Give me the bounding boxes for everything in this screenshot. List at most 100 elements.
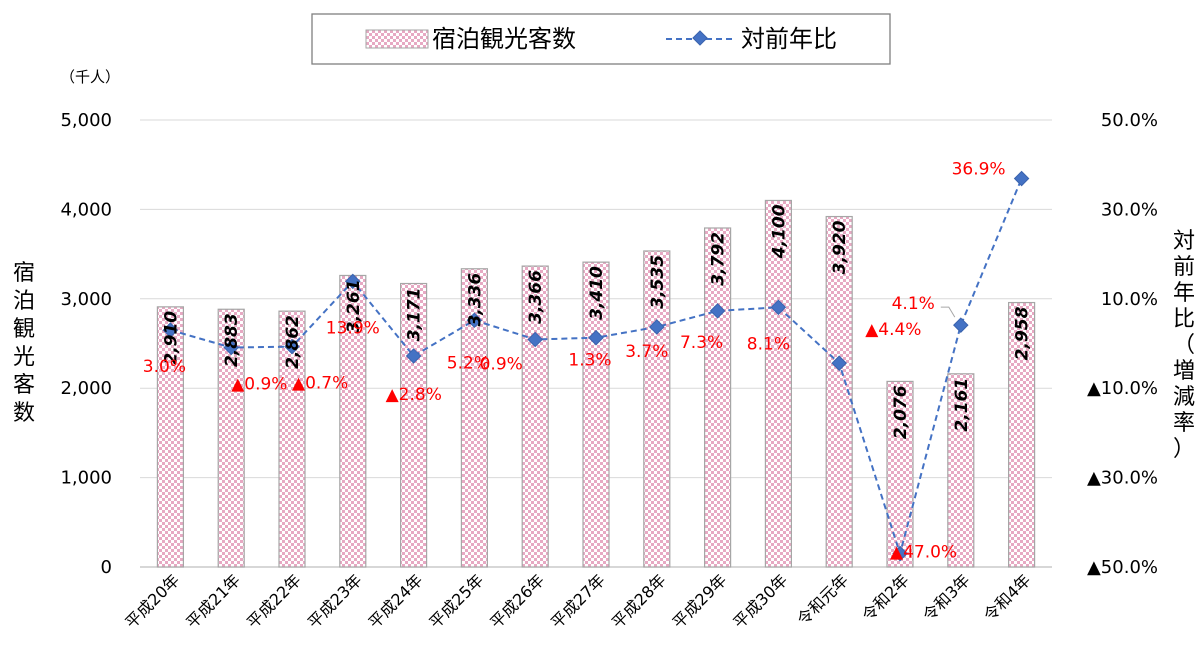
bar bbox=[339, 274, 367, 568]
category-label: 平成21年 bbox=[182, 570, 244, 632]
left-tick-label: 4,000 bbox=[60, 199, 112, 220]
left-axis-title: 宿泊観光客数 bbox=[13, 261, 35, 426]
left-axis-unit: （千人） bbox=[60, 68, 120, 86]
right-tick-label: 50.0% bbox=[1101, 110, 1158, 131]
left-tick-label: 3,000 bbox=[60, 289, 112, 310]
line-marker bbox=[345, 273, 361, 290]
line-value-label: 4.1% bbox=[892, 294, 935, 314]
bar-value-label: 3,366 bbox=[526, 270, 546, 324]
line-value-label: ▲0.9% bbox=[231, 375, 287, 395]
line-marker bbox=[223, 339, 239, 356]
line-value-label: 7.3% bbox=[680, 333, 723, 353]
legend-line-label: 対前年比 bbox=[741, 25, 837, 53]
bar-series bbox=[156, 199, 1036, 568]
bar-value-label: 3,336 bbox=[465, 273, 485, 327]
category-label: 令和2年 bbox=[858, 570, 913, 625]
legend-bar-swatch bbox=[365, 29, 429, 49]
category-label: 平成24年 bbox=[365, 570, 427, 632]
bar bbox=[764, 199, 793, 568]
line-marker bbox=[649, 319, 665, 335]
category-label: 平成20年 bbox=[121, 570, 183, 632]
bar bbox=[156, 306, 184, 568]
bar-value-label: 3,535 bbox=[648, 255, 668, 309]
left-axis-ticks: 0 1,000 2,000 3,000 4,000 5,000 bbox=[60, 110, 112, 578]
left-tick-label: 0 bbox=[101, 557, 112, 578]
category-label: 令和4年 bbox=[980, 570, 1035, 625]
category-label: 令和3年 bbox=[919, 570, 974, 625]
category-label: 平成23年 bbox=[304, 570, 366, 632]
category-label: 平成30年 bbox=[729, 570, 791, 632]
category-label: 平成22年 bbox=[243, 570, 305, 632]
leader-line bbox=[940, 306, 956, 318]
line-marker bbox=[405, 348, 422, 364]
left-tick-label: 2,000 bbox=[60, 378, 112, 399]
bar-value-label: 2,862 bbox=[283, 315, 303, 369]
line-marker bbox=[588, 329, 604, 346]
line-value-label: 3.0% bbox=[143, 357, 186, 377]
line-value-label: 36.9% bbox=[952, 160, 1006, 180]
bar-value-label: 3,171 bbox=[405, 288, 425, 342]
bar bbox=[643, 250, 671, 568]
bar-value-label: 2,910 bbox=[161, 311, 181, 365]
legend-line-marker bbox=[692, 30, 708, 46]
line-value-label: 13.9% bbox=[326, 318, 380, 338]
bar-value-label: 2,161 bbox=[952, 378, 972, 432]
right-axis-title: 対前年比（増減率） bbox=[1173, 229, 1195, 462]
bar-value-labels: 2,910 2,883 2,862 3,261 3,171 3,336 3,366 3,410… bbox=[161, 204, 1032, 439]
bar-value-label: 3,920 bbox=[830, 220, 850, 274]
right-tick-label: ▲50.0% bbox=[1087, 557, 1158, 578]
left-tick-label: 5,000 bbox=[60, 110, 112, 131]
legend-bar-label: 宿泊観光客数 bbox=[432, 25, 576, 53]
line-marker bbox=[831, 355, 847, 371]
line-marker bbox=[770, 299, 787, 316]
category-label: 平成28年 bbox=[608, 570, 670, 632]
line-value-label: ▲4.4% bbox=[865, 320, 921, 340]
line-marker bbox=[284, 338, 300, 355]
right-tick-label: ▲10.0% bbox=[1087, 378, 1158, 399]
category-label: 平成26年 bbox=[486, 570, 548, 632]
line-marker bbox=[466, 312, 483, 329]
bar-value-label: 4,100 bbox=[769, 204, 789, 259]
line-marker bbox=[892, 545, 908, 562]
line-value-label: ▲47.0% bbox=[890, 543, 957, 563]
line-value-label: ▲2.8% bbox=[386, 385, 442, 405]
line-value-label: ▲0.7% bbox=[292, 374, 348, 394]
line-marker bbox=[527, 331, 543, 348]
right-tick-label: ▲30.0% bbox=[1087, 468, 1158, 489]
right-tick-label: 10.0% bbox=[1101, 289, 1158, 310]
line-marker bbox=[162, 322, 179, 338]
legend: 宿泊観光客数 対前年比 bbox=[311, 13, 891, 65]
bar-value-label: 3,410 bbox=[587, 266, 607, 320]
category-label: 平成29年 bbox=[669, 570, 731, 632]
line-marker bbox=[1013, 170, 1030, 187]
line-value-labels: 3.0% ▲0.9% ▲0.7% 13.9% ▲2.8%5.2%0.9% 1.3% 3.7%… bbox=[143, 160, 1006, 563]
category-label: 平成27年 bbox=[547, 570, 609, 632]
line-value-label: 5.2% bbox=[447, 353, 490, 373]
line-value-label: 8.1% bbox=[747, 334, 790, 354]
bar bbox=[582, 261, 610, 568]
line-series bbox=[162, 170, 1030, 562]
bar-value-label: 2,958 bbox=[1013, 306, 1033, 360]
right-axis-ticks: ▲50.0% ▲30.0% ▲10.0% 10.0% 30.0% 50.0% bbox=[1087, 110, 1158, 578]
bar-value-label: 3,261 bbox=[344, 279, 364, 333]
bar bbox=[521, 265, 549, 568]
bar-value-label: 3,792 bbox=[709, 232, 729, 286]
bar bbox=[886, 380, 914, 568]
line-value-label: 0.9% bbox=[480, 354, 523, 374]
category-label: 令和元年 bbox=[793, 570, 852, 629]
line-value-label: 1.3% bbox=[568, 351, 611, 371]
bar bbox=[947, 373, 975, 568]
bar bbox=[703, 227, 732, 568]
line-marker bbox=[709, 303, 726, 319]
bar-value-label: 2,883 bbox=[222, 313, 242, 367]
bar bbox=[400, 282, 428, 568]
line-value-label: 3.7% bbox=[625, 342, 668, 362]
bar bbox=[1007, 301, 1036, 568]
right-tick-label: 30.0% bbox=[1101, 199, 1158, 220]
line-marker bbox=[953, 317, 969, 333]
category-label: 平成25年 bbox=[425, 570, 487, 632]
left-tick-label: 1,000 bbox=[60, 468, 112, 489]
bar-value-label: 2,076 bbox=[891, 385, 911, 439]
category-axis: 平成20年 平成21年 平成22年 平成23年 平成24年 平成25年 平成26年 平成27年… bbox=[121, 570, 1034, 632]
